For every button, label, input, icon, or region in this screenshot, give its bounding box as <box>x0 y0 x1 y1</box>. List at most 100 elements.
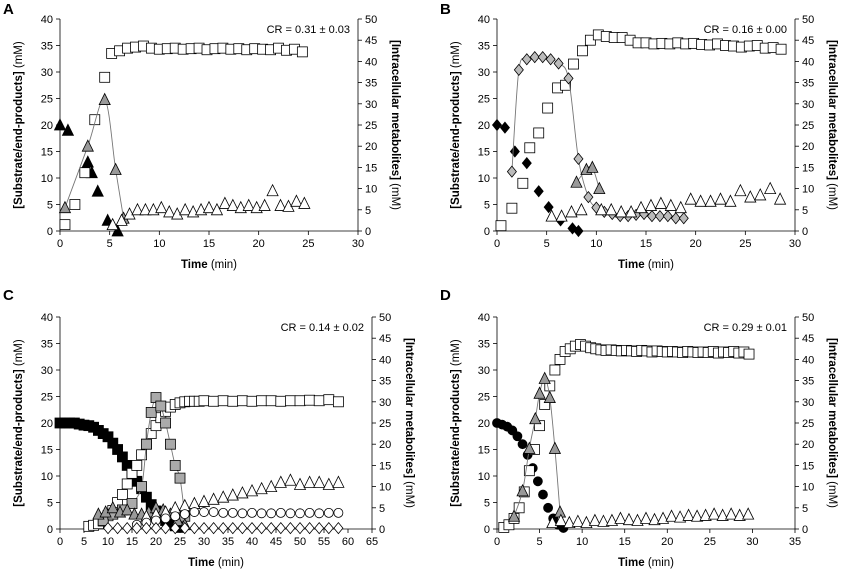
y-right-tick-label: 25 <box>802 418 814 430</box>
data-point <box>197 494 211 507</box>
data-point <box>112 522 123 535</box>
data-point <box>543 502 553 513</box>
y-left-tick-label: 10 <box>41 471 53 483</box>
data-point <box>160 417 172 429</box>
data-point <box>333 522 344 535</box>
data-point <box>571 514 585 527</box>
y-left-tick-label: 40 <box>478 312 490 324</box>
data-point <box>545 53 556 66</box>
data-point <box>565 205 578 218</box>
series-3 <box>507 371 567 522</box>
data-point <box>237 508 248 519</box>
data-point <box>265 479 278 493</box>
x-axis-label: Time (min) <box>618 259 674 271</box>
y-right-tick: 10 <box>358 184 377 196</box>
x-tick-label: 55 <box>318 536 330 548</box>
data-point <box>131 522 142 535</box>
y-left-tick: 30 <box>41 67 60 79</box>
x-tick-label: 35 <box>789 536 801 548</box>
axes: 0 5 10 15 20 25 300510152025303540051015202530… <box>478 14 815 250</box>
y-left-tick-label: 10 <box>478 471 490 483</box>
data-point <box>631 513 644 526</box>
data-point <box>563 72 574 85</box>
data-point <box>298 196 311 209</box>
series-4 <box>106 183 311 231</box>
y-right-tick: 45 <box>358 35 377 47</box>
data-point <box>290 194 303 207</box>
data-point <box>226 488 239 501</box>
y-axis-left-label-unit: (mM) <box>450 41 462 71</box>
y-right-tick-label: 15 <box>802 460 814 472</box>
data-point <box>694 194 707 207</box>
y-right-tick-label: 25 <box>365 120 377 132</box>
x-tick: 5 <box>544 231 550 250</box>
x-axis-label: Time (min) <box>618 557 674 569</box>
data-point <box>674 200 687 214</box>
data-point <box>313 475 326 488</box>
y-right-tick-label: 15 <box>379 460 391 472</box>
y-right-tick: 20 <box>372 439 391 451</box>
y-right-tick-label: 0 <box>379 524 385 536</box>
data-point <box>294 395 306 407</box>
x-axis-label-unit: (min) <box>645 557 675 569</box>
data-point <box>509 145 520 158</box>
x-tick-label: 30 <box>746 536 758 548</box>
y-right-tick-label: 10 <box>802 482 814 494</box>
x-tick: 0 <box>494 231 500 250</box>
y-right-tick-label: 40 <box>802 354 814 366</box>
data-point <box>775 43 787 55</box>
data-point <box>588 513 602 526</box>
y-left-tick-label: 20 <box>41 120 53 132</box>
y-axis-right-label-name: [Intracellular metabolites] <box>403 338 415 478</box>
y-right-tick: 35 <box>372 376 391 388</box>
data-point <box>524 142 536 154</box>
y-left-tick: 35 <box>41 41 60 53</box>
data-point <box>296 46 308 58</box>
data-point <box>665 509 678 522</box>
y-left-tick-label: 15 <box>478 147 490 159</box>
cr-annotation: CR = 0.14 ± 0.02 <box>281 322 364 334</box>
x-tick: 30 <box>352 231 364 250</box>
data-point <box>246 395 258 407</box>
y-left-tick-label: 25 <box>41 94 53 106</box>
y-right-tick: 30 <box>358 99 377 111</box>
y-axis-right-label: [Intracellular metabolites] (mM) <box>389 40 401 210</box>
data-point <box>682 508 695 521</box>
data-point <box>256 508 267 519</box>
series-4 <box>570 160 606 195</box>
data-point <box>179 202 192 216</box>
data-point <box>117 489 128 500</box>
data-point <box>707 507 721 520</box>
data-point <box>246 522 258 535</box>
y-left-tick-label: 15 <box>41 147 53 159</box>
data-point <box>115 213 128 226</box>
x-tick-label: 5 <box>544 238 550 250</box>
data-point <box>639 511 653 524</box>
data-point <box>59 219 71 231</box>
y-left-tick-label: 20 <box>478 418 490 430</box>
data-point <box>160 522 171 535</box>
data-point <box>121 503 134 516</box>
x-tick: 45 <box>270 529 282 548</box>
x-tick-label: 10 <box>153 238 165 250</box>
y-left-tick-label: 40 <box>478 14 490 26</box>
x-axis-label-unit: (min) <box>215 557 245 569</box>
series-2 <box>59 40 308 231</box>
y-right-tick: 50 <box>795 14 814 26</box>
data-point <box>313 395 325 407</box>
y-left-tick-label: 5 <box>47 498 53 510</box>
y-right-tick-label: 10 <box>379 482 391 494</box>
y-right-tick: 30 <box>795 397 814 409</box>
x-tick-label: 20 <box>253 238 265 250</box>
data-point <box>258 198 271 211</box>
x-tick-label: 45 <box>270 536 282 548</box>
y-right-tick: 50 <box>358 14 377 26</box>
data-point <box>563 515 576 529</box>
y-right-tick-label: 45 <box>379 333 391 345</box>
x-tick: 5 <box>107 231 113 250</box>
y-right-tick-label: 45 <box>802 35 814 47</box>
x-tick: 55 <box>318 529 330 548</box>
y-left-tick: 15 <box>478 147 497 159</box>
data-point <box>624 205 638 218</box>
y-left-tick-label: 35 <box>41 41 53 53</box>
